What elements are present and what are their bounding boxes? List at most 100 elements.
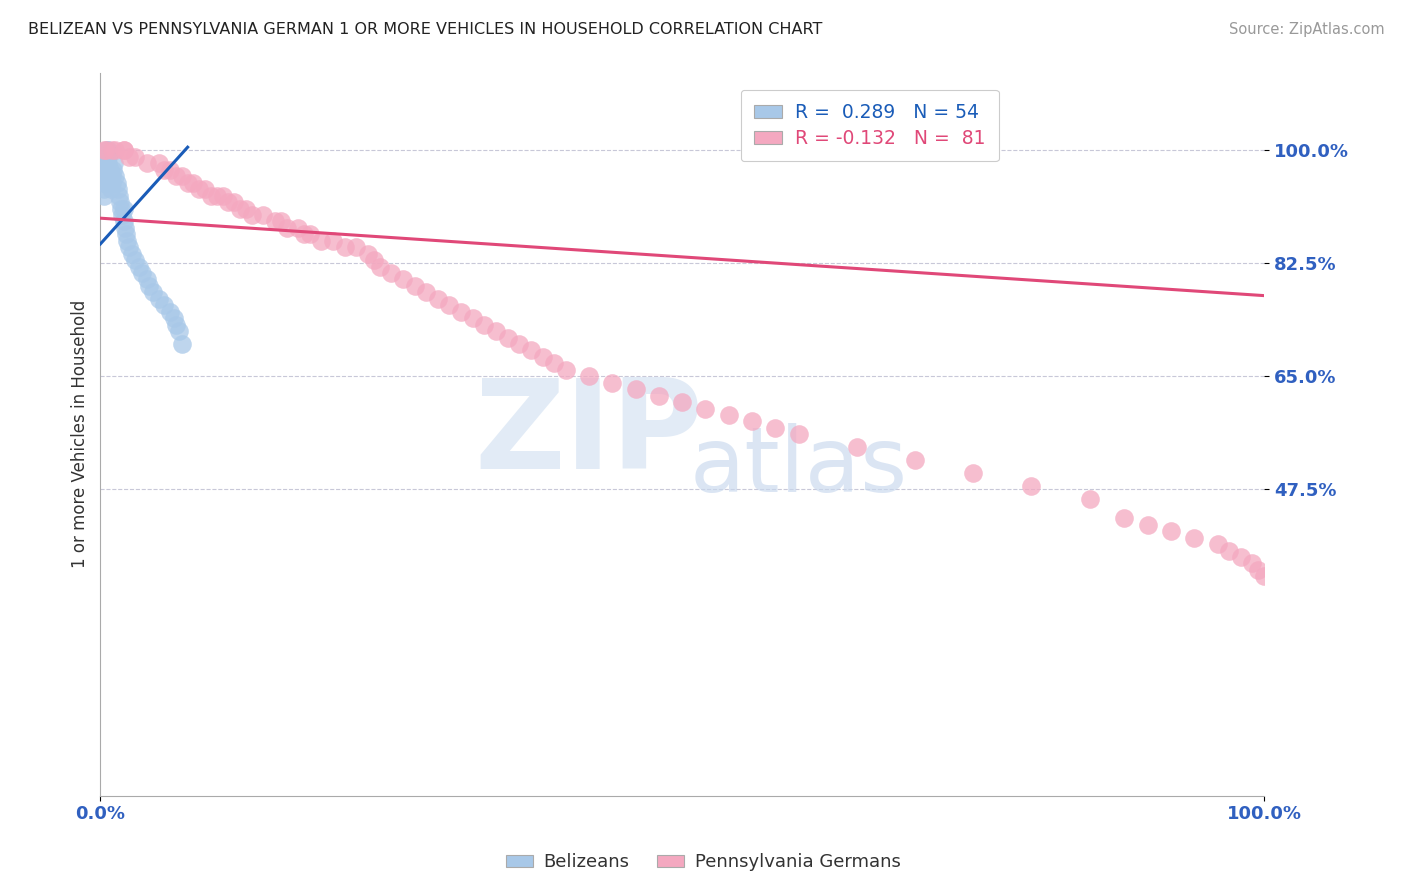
Point [96,169,118,184]
Point [183,176,205,190]
Point [1021,479,1043,493]
Point [100,182,122,196]
Point [287,220,309,235]
Point [101,162,124,177]
Point [461,311,484,326]
Point [508,337,530,351]
Point [439,298,461,312]
Text: ZIP: ZIP [475,374,703,495]
Point [450,305,472,319]
Point [98,169,121,184]
Point [148,156,170,170]
Point [415,285,437,300]
Point [648,389,671,403]
Point [94,156,117,170]
Point [205,188,228,202]
Point [229,202,252,216]
Point [578,369,600,384]
Point [1253,569,1275,583]
Point [96,144,118,158]
Point [1247,563,1270,577]
Text: BELIZEAN VS PENNSYLVANIA GERMAN 1 OR MORE VEHICLES IN HOUSEHOLD CORRELATION CHAR: BELIZEAN VS PENNSYLVANIA GERMAN 1 OR MOR… [28,22,823,37]
Point [165,318,187,332]
Point [100,176,122,190]
Point [131,266,153,280]
Point [602,376,624,390]
Point [211,188,233,202]
Point [124,150,146,164]
Point [101,169,124,184]
Point [1160,524,1182,538]
Point [763,421,786,435]
Point [520,343,543,358]
Point [264,214,287,228]
Point [107,182,129,196]
Legend: R =  0.289   N = 54, R = -0.132   N =  81: R = 0.289 N = 54, R = -0.132 N = 81 [741,89,998,161]
Point [110,202,132,216]
Point [624,382,647,396]
Point [94,162,117,177]
Point [200,188,222,202]
Point [224,195,246,210]
Point [93,182,115,196]
Point [170,337,193,351]
Point [101,144,124,158]
Point [112,202,135,216]
Point [845,440,868,454]
Point [118,150,141,164]
Point [104,169,127,184]
Point [163,311,186,326]
Point [695,401,717,416]
Point [115,234,138,248]
Point [124,253,146,268]
Point [121,246,143,260]
Point [1114,511,1136,525]
Point [392,272,415,286]
Point [96,144,118,158]
Point [169,324,191,338]
Point [357,246,380,260]
Point [531,350,554,364]
Y-axis label: 1 or more Vehicles in Household: 1 or more Vehicles in Household [72,301,89,568]
Point [96,150,118,164]
Point [1206,537,1229,551]
Point [93,144,115,158]
Point [97,156,120,170]
Point [1230,549,1253,564]
Point [142,285,165,300]
Point [240,208,263,222]
Point [112,144,135,158]
Point [741,414,763,428]
Point [108,188,131,202]
Point [235,202,257,216]
Point [105,176,128,190]
Point [217,195,239,210]
Point [298,227,321,242]
Legend: Belizeans, Pennsylvania Germans: Belizeans, Pennsylvania Germans [498,847,908,879]
Point [717,408,740,422]
Point [368,260,391,274]
Point [485,324,508,338]
Point [93,162,115,177]
Point [98,162,121,177]
Point [159,162,181,177]
Point [112,214,135,228]
Point [270,214,292,228]
Point [135,156,157,170]
Point [292,227,315,242]
Point [97,144,120,158]
Text: Source: ZipAtlas.com: Source: ZipAtlas.com [1229,22,1385,37]
Point [276,220,298,235]
Point [148,292,170,306]
Point [474,318,496,332]
Point [153,162,176,177]
Point [97,150,120,164]
Point [165,169,187,184]
Point [96,156,118,170]
Point [188,182,211,196]
Point [93,188,115,202]
Point [311,234,333,248]
Point [135,272,157,286]
Point [108,195,131,210]
Point [363,253,385,268]
